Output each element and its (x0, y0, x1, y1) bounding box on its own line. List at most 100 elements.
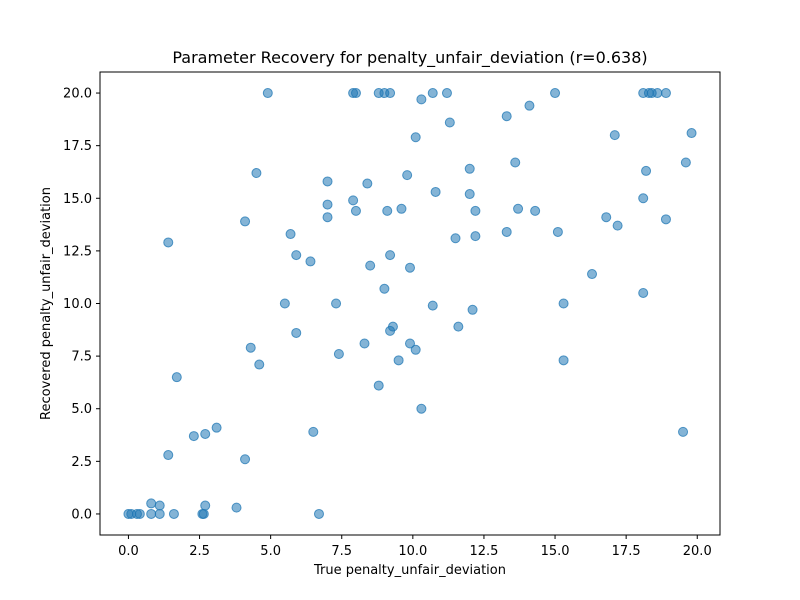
data-point (470, 205, 481, 216)
data-point (350, 205, 361, 216)
data-point (444, 117, 455, 128)
data-point (405, 262, 415, 273)
data-point (240, 216, 251, 227)
x-tick-label: 10.0 (398, 544, 427, 559)
data-point (416, 94, 427, 105)
y-axis: 0.0 2.5 5.0 7.5 10.0 12.5 15.0 17.5 20.0 (63, 87, 100, 522)
data-point (188, 431, 199, 442)
data-point (146, 508, 157, 519)
data-point (396, 203, 407, 214)
data-point (200, 428, 211, 439)
data-point (146, 498, 157, 509)
x-tick-label: 20.0 (683, 544, 712, 559)
data-point (231, 502, 242, 513)
y-tick-label: 17.5 (63, 139, 92, 154)
data-point (427, 300, 438, 311)
data-point (410, 344, 421, 355)
data-point (430, 186, 441, 197)
y-axis-label: Recovered penalty_unfair_deviation (39, 187, 54, 420)
data-point (660, 88, 671, 99)
data-point (558, 298, 569, 309)
data-point (305, 256, 316, 267)
data-point (552, 226, 563, 237)
data-point (385, 325, 396, 336)
data-point (171, 372, 182, 383)
data-point (427, 88, 438, 99)
chart-title: Parameter Recovery for penalty_unfair_de… (172, 48, 647, 68)
y-tick-label: 2.5 (71, 455, 92, 470)
data-point (680, 157, 691, 168)
data-point (154, 500, 165, 511)
data-point (530, 205, 541, 216)
data-point (405, 338, 415, 349)
y-tick-label: 20.0 (63, 87, 92, 102)
data-point (333, 349, 344, 360)
data-point (313, 508, 324, 519)
data-point (163, 237, 174, 248)
data-point (450, 233, 461, 244)
x-tick-label: 15.0 (541, 544, 570, 559)
data-point (211, 422, 222, 433)
data-point (410, 132, 421, 143)
data-point (464, 189, 475, 200)
y-tick-label: 5.0 (71, 402, 92, 417)
data-point (362, 178, 373, 189)
data-point (163, 450, 174, 461)
y-tick-label: 12.5 (63, 244, 92, 259)
data-point (464, 163, 475, 174)
data-point (470, 231, 481, 242)
x-tick-label: 12.5 (469, 544, 498, 559)
data-point (678, 426, 689, 437)
data-point (348, 195, 359, 206)
data-point (359, 338, 370, 349)
data-point (467, 304, 478, 315)
data-point (322, 199, 333, 210)
data-point (609, 130, 620, 141)
data-point (524, 100, 535, 111)
data-point (331, 298, 342, 309)
data-point (291, 327, 302, 338)
x-tick-label: 17.5 (612, 544, 641, 559)
data-point (379, 283, 390, 294)
data-point (198, 508, 209, 519)
data-point (382, 205, 393, 216)
data-point (385, 250, 396, 261)
x-axis-label: True penalty_unfair_deviation (313, 563, 506, 578)
x-tick-label: 0.0 (118, 544, 139, 559)
data-point (245, 342, 256, 353)
data-point (279, 298, 290, 309)
data-point (558, 355, 569, 366)
data-point (251, 168, 262, 179)
data-point (154, 508, 165, 519)
data-point (638, 287, 649, 298)
data-point (453, 321, 464, 332)
y-tick-label: 0.0 (71, 507, 92, 522)
data-point (322, 212, 333, 223)
data-point (350, 88, 361, 99)
data-point (550, 88, 561, 99)
data-point (262, 88, 273, 99)
y-tick-label: 7.5 (71, 350, 92, 365)
points-layer (123, 88, 697, 519)
data-point (587, 269, 598, 280)
y-tick-label: 10.0 (63, 297, 92, 312)
data-point (660, 214, 671, 225)
data-point (254, 359, 265, 370)
x-tick-label: 2.5 (189, 544, 210, 559)
data-point (513, 203, 524, 214)
data-point (322, 176, 333, 187)
data-point (641, 165, 652, 176)
data-point (510, 157, 521, 168)
x-tick-label: 7.5 (331, 544, 352, 559)
data-point (501, 111, 512, 122)
data-point (200, 500, 211, 511)
data-point (652, 88, 663, 99)
data-point (308, 426, 319, 437)
data-point (416, 403, 427, 414)
data-point (285, 229, 296, 240)
data-point (168, 508, 179, 519)
y-tick-label: 15.0 (63, 192, 92, 207)
data-point (240, 454, 251, 465)
